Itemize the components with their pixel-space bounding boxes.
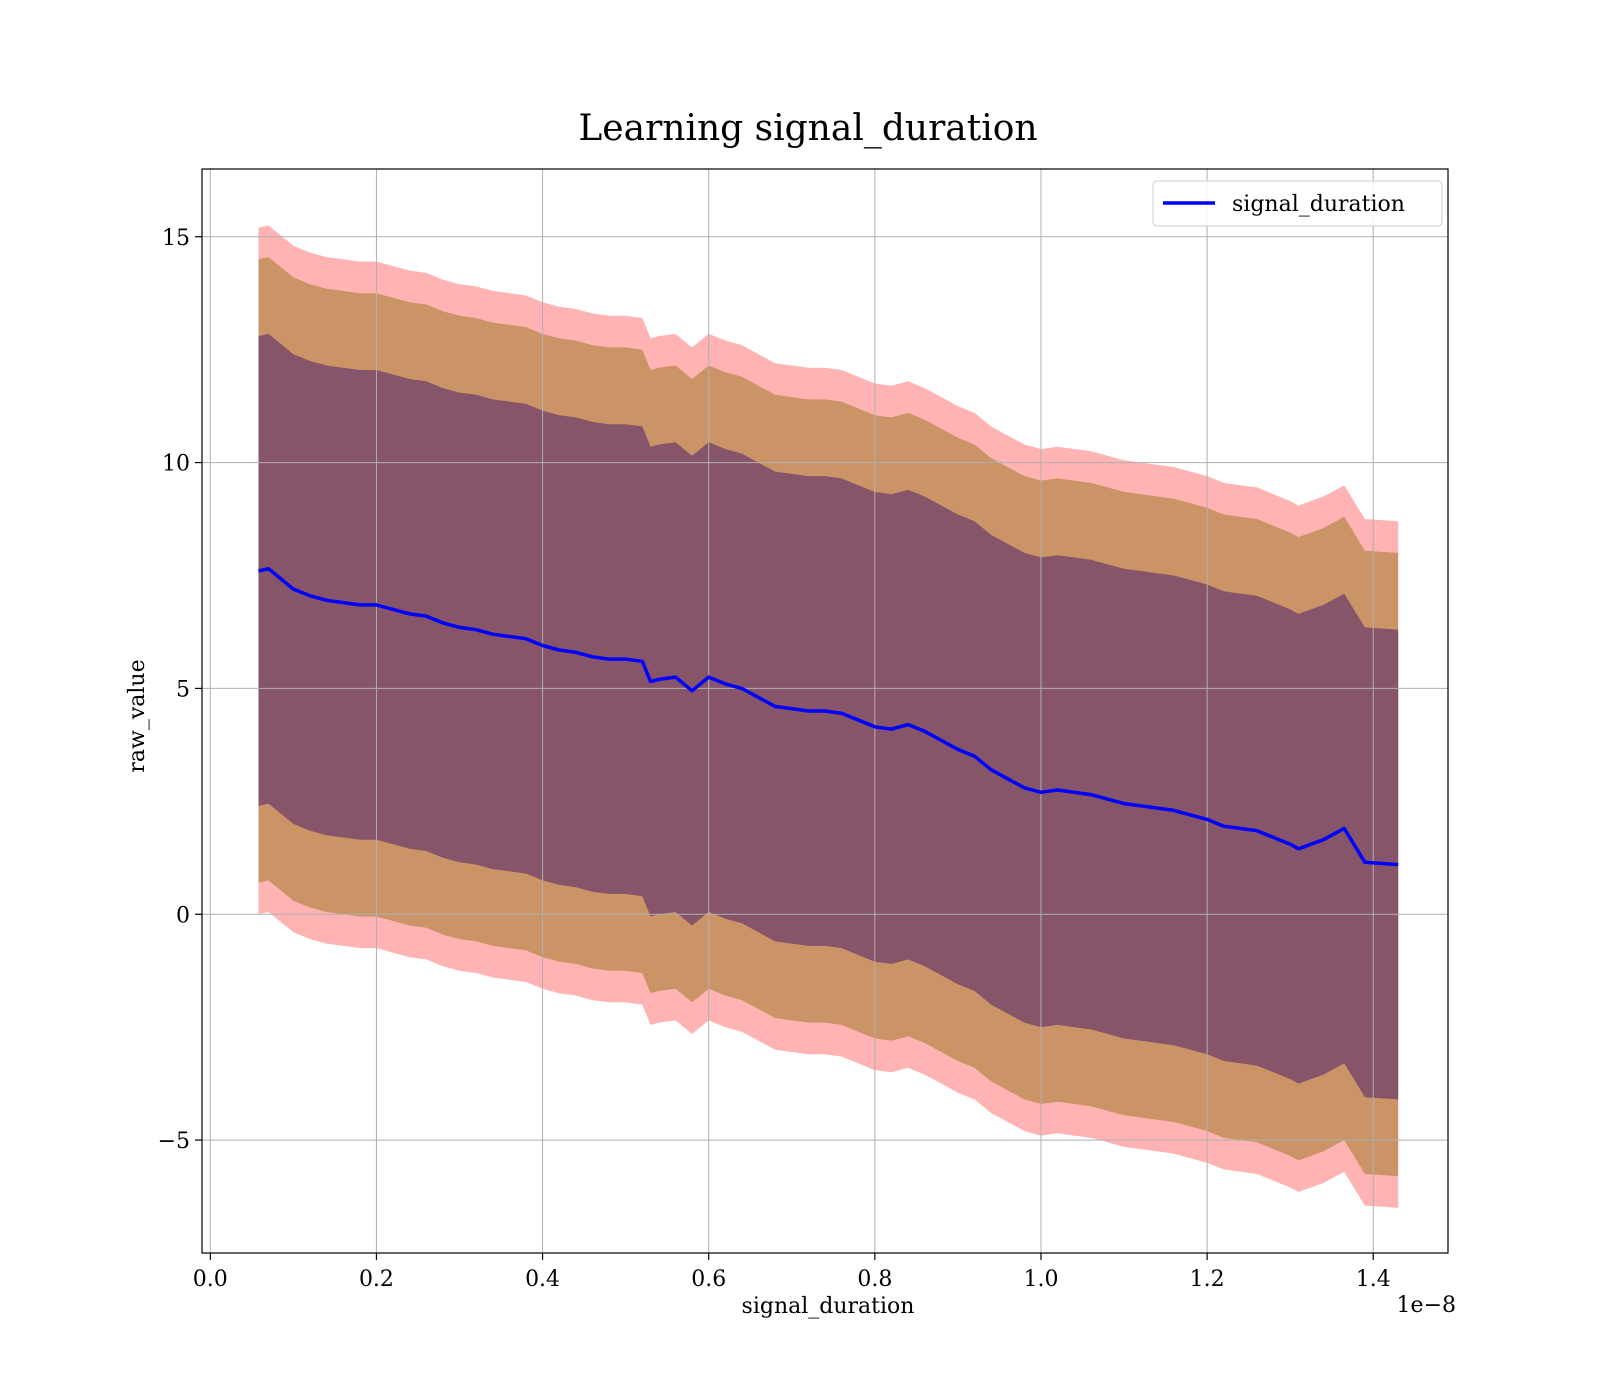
y-tick-label: 15 (162, 226, 190, 251)
y-axis-ticks: −5 0 5 10 15 (158, 226, 202, 1154)
x-axis-ticks: 0.0 0.2 0.4 0.6 0.8 1.0 1.2 1.4 (193, 1253, 1391, 1292)
x-tick-label: 1.2 (1190, 1267, 1225, 1292)
x-tick-label: 0.0 (193, 1267, 228, 1292)
x-tick-label: 0.2 (359, 1267, 394, 1292)
grid (202, 169, 1448, 1253)
y-axis-label: raw_value (125, 659, 150, 772)
legend-label-signal-duration: signal_duration (1232, 192, 1405, 217)
legend: signal_duration (1152, 180, 1443, 227)
x-axis-label: signal_duration (742, 1294, 915, 1319)
x-tick-label: 0.8 (857, 1267, 892, 1292)
x-tick-label: 1.0 (1023, 1267, 1058, 1292)
chart-title: Learning signal_duration (578, 108, 1037, 149)
x-tick-label: 0.6 (691, 1267, 726, 1292)
series-line-layer (258, 566, 1399, 867)
x-axis-offset-text: 1e−8 (1397, 1293, 1456, 1318)
x-tick-label: 1.4 (1356, 1267, 1391, 1292)
y-tick-label: 5 (176, 677, 190, 702)
series-line-signal-duration (258, 566, 1399, 867)
confidence-bands (258, 225, 1399, 1208)
x-tick-label: 0.4 (525, 1267, 560, 1292)
legend-box (1152, 180, 1443, 227)
y-tick-label: −5 (158, 1129, 190, 1154)
band-inner (258, 333, 1399, 1100)
plot-frame (201, 168, 1449, 1254)
y-tick-label: 10 (162, 452, 190, 477)
y-tick-label: 0 (176, 903, 190, 928)
